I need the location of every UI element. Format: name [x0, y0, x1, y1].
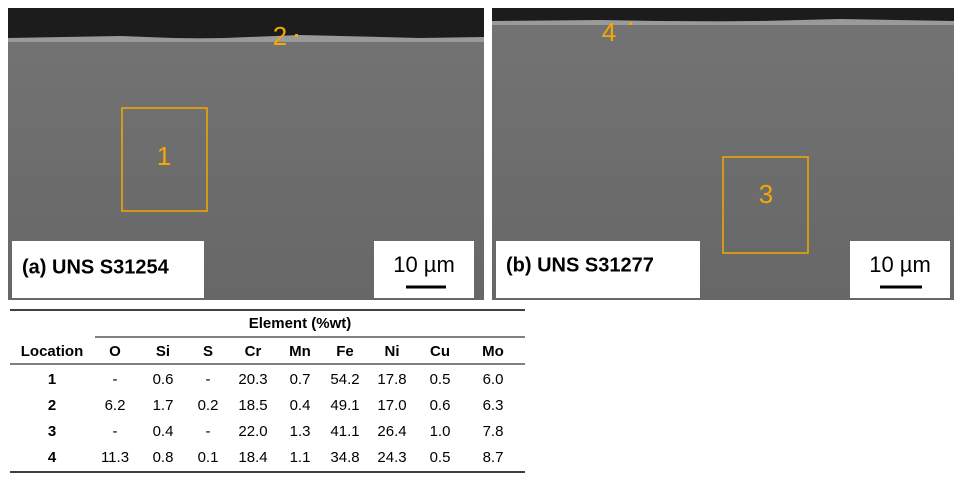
- panel-label: (b) UNS S31277: [506, 254, 654, 276]
- row-header: 1: [48, 371, 56, 388]
- table-cell: 1.3: [290, 423, 311, 440]
- table-cell: 26.4: [377, 423, 406, 440]
- group-header: Element (%wt): [249, 315, 352, 332]
- table-cell: 54.2: [330, 371, 359, 388]
- table-cell: 41.1: [330, 423, 359, 440]
- table-cell: 6.2: [105, 397, 126, 414]
- point-marker: [629, 22, 632, 25]
- table-cell: 1.0: [430, 423, 451, 440]
- table-cell: 0.6: [153, 371, 174, 388]
- column-header: Si: [156, 343, 170, 360]
- table-cell: 17.0: [377, 397, 406, 414]
- table-cell: 22.0: [238, 423, 267, 440]
- location-label: 2: [273, 21, 287, 51]
- micrograph-a: 1 2 (a) UNS S31254 10 µm: [8, 8, 484, 300]
- table-cell: 6.0: [483, 371, 504, 388]
- table-cell: 11.3: [101, 449, 129, 466]
- row-header: 4: [48, 449, 57, 466]
- column-header: S: [203, 343, 213, 360]
- scale-label: 10 µm: [393, 252, 455, 277]
- location-label: 4: [602, 17, 616, 47]
- table-cell: 17.8: [377, 371, 406, 388]
- point-marker: [295, 34, 298, 37]
- panel-label: (a) UNS S31254: [22, 256, 170, 278]
- column-header: Cr: [245, 343, 262, 360]
- column-header: Location: [21, 343, 84, 360]
- row-header: 2: [48, 397, 56, 414]
- composition-table: Element (%wt) Location O Si S Cr Mn Fe Ni Cu Mo 1 -…: [10, 310, 525, 472]
- oxide-layer: [492, 8, 954, 21]
- table-cell: 18.5: [238, 397, 267, 414]
- table-cell: 6.3: [483, 397, 504, 414]
- table-cell: 0.7: [290, 371, 311, 388]
- table-cell: 18.4: [238, 449, 267, 466]
- table-cell: -: [206, 371, 211, 388]
- table-cell: -: [206, 423, 211, 440]
- table-cell: 8.7: [483, 449, 504, 466]
- micrograph-b: 3 4 (b) UNS S31277 10 µm: [492, 8, 954, 300]
- figure: 1 2 (a) UNS S31254 10 µm 3 4 (b) UNS S31…: [0, 0, 954, 477]
- column-header: Ni: [385, 343, 400, 360]
- column-header: Cu: [430, 343, 450, 360]
- column-header: Mn: [289, 343, 311, 360]
- table-cell: 34.8: [330, 449, 359, 466]
- table-cell: 24.3: [377, 449, 406, 466]
- column-header: Mo: [482, 343, 504, 360]
- table-cell: -: [113, 423, 118, 440]
- table-cell: 0.5: [430, 449, 451, 466]
- table-cell: 0.1: [198, 449, 219, 466]
- table-cell: 0.6: [430, 397, 451, 414]
- table-cell: 0.8: [153, 449, 174, 466]
- column-header: O: [109, 343, 121, 360]
- table-cell: 1.1: [290, 449, 311, 466]
- table-cell: 7.8: [483, 423, 504, 440]
- oxide-layer: [8, 8, 484, 38]
- location-label: 1: [157, 141, 171, 171]
- table-cell: 0.5: [430, 371, 451, 388]
- location-label: 3: [759, 179, 773, 209]
- table-cell: 0.4: [153, 423, 174, 440]
- column-header: Fe: [336, 343, 354, 360]
- table-cell: 0.2: [198, 397, 219, 414]
- table-cell: 1.7: [153, 397, 174, 414]
- scale-label: 10 µm: [869, 252, 931, 277]
- row-header: 3: [48, 423, 56, 440]
- table-cell: 0.4: [290, 397, 311, 414]
- table-cell: 49.1: [330, 397, 359, 414]
- table-cell: -: [113, 371, 118, 388]
- table-cell: 20.3: [238, 371, 267, 388]
